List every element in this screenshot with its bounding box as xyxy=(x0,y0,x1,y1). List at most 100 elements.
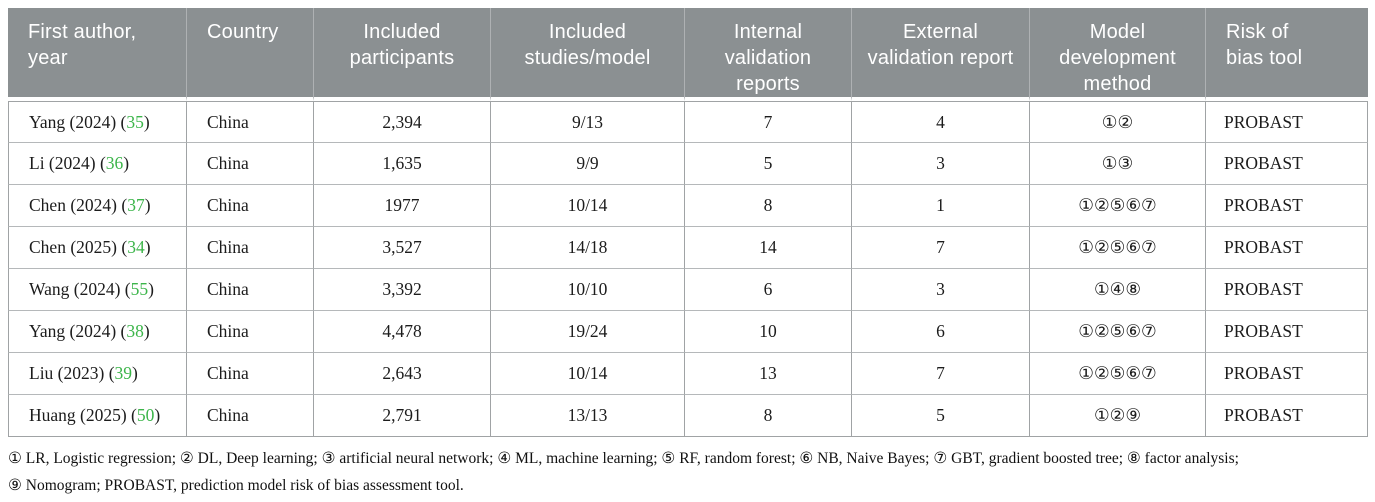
column-header-risk-of-bias-tool: Risk of bias tool xyxy=(1206,8,1368,101)
paren-close: ) xyxy=(154,405,161,425)
citation-link[interactable]: 55 xyxy=(130,279,149,299)
author-year-cell: Chen (2024) (37) xyxy=(8,185,187,227)
external-validation-cell: 7 xyxy=(852,353,1030,395)
citation-link[interactable]: 35 xyxy=(126,111,144,132)
table-row: Yang (2024) (38) China 4,478 19/24 10 6 … xyxy=(8,311,1368,353)
author-year-cell: Li (2024) (36) xyxy=(8,143,187,185)
bias-tool-cell: PROBAST xyxy=(1206,395,1368,437)
author-year-text: Yang (2024) ( xyxy=(29,111,127,132)
bias-tool-cell: PROBAST xyxy=(1206,269,1368,311)
internal-validation-cell: 6 xyxy=(685,269,852,311)
studies-model-cell: 9/13 xyxy=(491,101,685,143)
development-method-cell: ①② xyxy=(1030,101,1206,143)
table-row: Chen (2025) (34) China 3,527 14/18 14 7 … xyxy=(8,227,1368,269)
studies-model-cell: 13/13 xyxy=(491,395,685,437)
column-header-external-validation-report: External validation report xyxy=(852,8,1030,101)
paren-close: ) xyxy=(144,237,151,257)
table-row: Huang (2025) (50) China 2,791 13/13 8 5 … xyxy=(8,395,1368,437)
participants-cell: 2,643 xyxy=(314,353,491,395)
internal-validation-cell: 13 xyxy=(685,353,852,395)
citation-link[interactable]: 50 xyxy=(136,405,155,425)
studies-model-cell: 9/9 xyxy=(491,143,685,185)
internal-validation-cell: 7 xyxy=(685,101,852,143)
author-year-text: Huang (2025) ( xyxy=(29,405,137,425)
country-cell: China xyxy=(187,311,314,353)
author-year-text: Chen (2025) ( xyxy=(29,237,128,257)
internal-validation-cell: 8 xyxy=(685,185,852,227)
footnote-line-1: ① LR, Logistic regression; ② DL, Deep le… xyxy=(8,450,1239,467)
table-row: Chen (2024) (37) China 1977 10/14 8 1 ①②… xyxy=(8,185,1368,227)
internal-validation-cell: 10 xyxy=(685,311,852,353)
table-row: Liu (2023) (39) China 2,643 10/14 13 7 ①… xyxy=(8,353,1368,395)
column-header-model-development-method: Model development method xyxy=(1030,8,1206,101)
paren-close: ) xyxy=(143,111,150,132)
author-year-text: Wang (2024) ( xyxy=(29,279,131,299)
citation-link[interactable]: 37 xyxy=(127,195,145,215)
internal-validation-cell: 5 xyxy=(685,143,852,185)
internal-validation-cell: 8 xyxy=(685,395,852,437)
external-validation-cell: 7 xyxy=(852,227,1030,269)
development-method-cell: ①②⑤⑥⑦ xyxy=(1030,227,1206,269)
studies-model-cell: 19/24 xyxy=(491,311,685,353)
development-method-cell: ①②⑨ xyxy=(1030,395,1206,437)
author-year-cell: Chen (2025) (34) xyxy=(8,227,187,269)
studies-model-cell: 10/14 xyxy=(491,353,685,395)
author-year-text: Yang (2024) ( xyxy=(29,321,127,341)
internal-validation-cell: 14 xyxy=(685,227,852,269)
author-year-cell: Huang (2025) (50) xyxy=(8,395,187,437)
paren-close: ) xyxy=(144,195,151,215)
development-method-cell: ①②⑤⑥⑦ xyxy=(1030,311,1206,353)
country-cell: China xyxy=(187,143,314,185)
participants-cell: 1977 xyxy=(314,185,491,227)
country-cell: China xyxy=(187,353,314,395)
development-method-cell: ①③ xyxy=(1030,143,1206,185)
table-row: Wang (2024) (55) China 3,392 10/10 6 3 ①… xyxy=(8,269,1368,311)
country-cell: China xyxy=(187,227,314,269)
bias-tool-cell: PROBAST xyxy=(1206,227,1368,269)
table-row: Li (2024) (36) China 1,635 9/9 5 3 ①③ PR… xyxy=(8,143,1368,185)
citation-link[interactable]: 36 xyxy=(105,153,124,173)
external-validation-cell: 1 xyxy=(852,185,1030,227)
country-cell: China xyxy=(187,395,314,437)
paren-close: ) xyxy=(148,279,154,299)
bias-tool-cell: PROBAST xyxy=(1206,143,1368,185)
author-year-cell: Yang (2024) (35) xyxy=(8,101,187,143)
column-header-country: Country xyxy=(187,8,314,101)
paren-close: ) xyxy=(143,321,150,341)
table-footnote: ① LR, Logistic regression; ② DL, Deep le… xyxy=(8,446,1368,499)
participants-cell: 1,635 xyxy=(314,143,491,185)
column-header-first-author-year: First author, year xyxy=(8,8,187,101)
study-characteristics-table-figure: First author, year Country Included part… xyxy=(8,8,1368,499)
bias-tool-cell: PROBAST xyxy=(1206,311,1368,353)
bias-tool-cell: PROBAST xyxy=(1206,353,1368,395)
study-characteristics-table: First author, year Country Included part… xyxy=(8,8,1368,437)
external-validation-cell: 3 xyxy=(852,143,1030,185)
citation-link[interactable]: 39 xyxy=(114,363,133,383)
development-method-cell: ①②⑤⑥⑦ xyxy=(1030,353,1206,395)
citation-link[interactable]: 38 xyxy=(126,321,144,341)
participants-cell: 4,478 xyxy=(314,311,491,353)
paren-close: ) xyxy=(132,363,138,383)
footnote-line-2: ⑨ Nomogram; PROBAST, prediction model ri… xyxy=(8,476,464,494)
studies-model-cell: 10/14 xyxy=(491,185,685,227)
table-row: Yang (2024) (35) China 2,394 9/13 7 4 ①②… xyxy=(8,101,1368,143)
external-validation-cell: 3 xyxy=(852,269,1030,311)
table-header: First author, year Country Included part… xyxy=(8,8,1368,101)
author-year-text: Li (2024) ( xyxy=(29,153,106,173)
country-cell: China xyxy=(187,269,314,311)
author-year-text: Liu (2023) ( xyxy=(29,363,115,383)
column-header-included-studies-model: Included studies/model xyxy=(491,8,685,101)
table-body: Yang (2024) (35) China 2,394 9/13 7 4 ①②… xyxy=(8,101,1368,437)
bias-tool-cell: PROBAST xyxy=(1206,101,1368,143)
participants-cell: 2,791 xyxy=(314,395,491,437)
column-header-included-participants: Included participants xyxy=(314,8,491,101)
citation-link[interactable]: 34 xyxy=(127,237,145,257)
country-cell: China xyxy=(187,101,314,143)
participants-cell: 2,394 xyxy=(314,101,491,143)
participants-cell: 3,527 xyxy=(314,227,491,269)
author-year-text: Chen (2024) ( xyxy=(29,195,128,215)
column-header-internal-validation-reports: Internal validation reports xyxy=(685,8,852,101)
studies-model-cell: 10/10 xyxy=(491,269,685,311)
country-cell: China xyxy=(187,185,314,227)
studies-model-cell: 14/18 xyxy=(491,227,685,269)
